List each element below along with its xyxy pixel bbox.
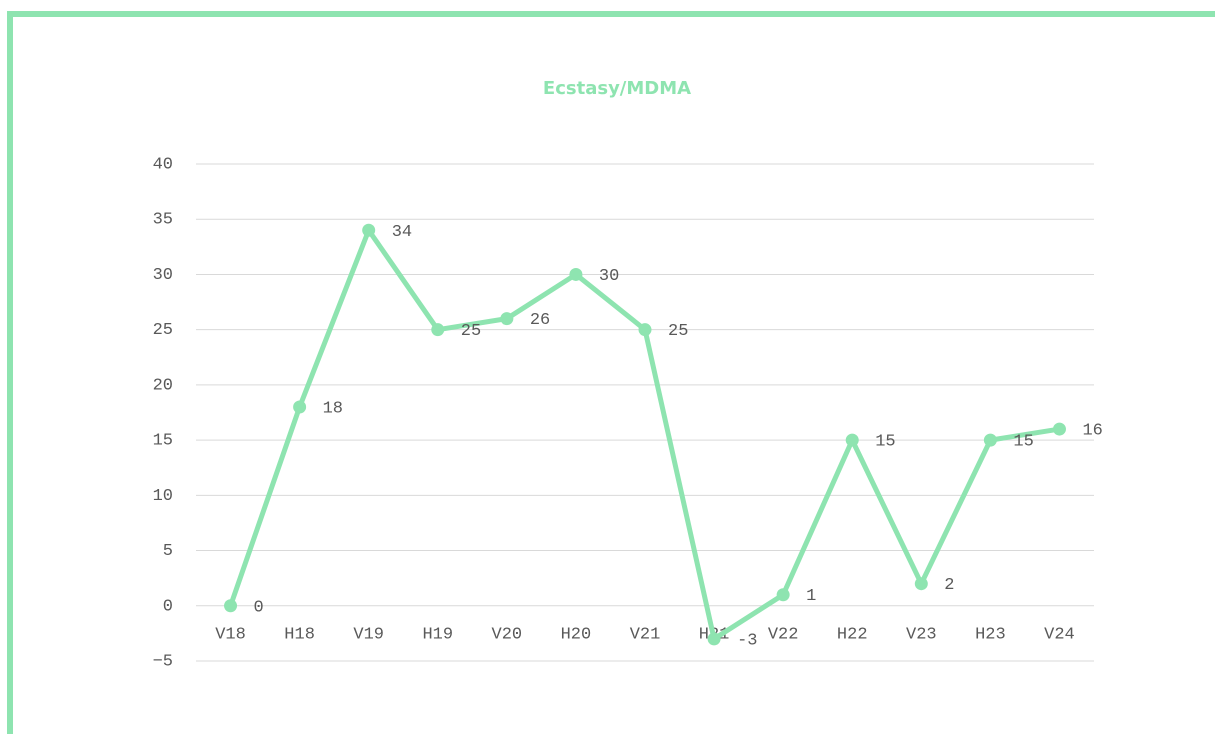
data-label: 34 [392,223,412,242]
data-point [638,323,652,337]
data-point [914,577,928,591]
y-tick-label: 15 [153,432,173,451]
data-point [707,632,721,646]
y-tick-label: 25 [153,321,173,340]
data-label: 25 [461,322,481,341]
data-point [1052,422,1066,436]
y-tick-label: 0 [163,597,173,616]
data-label: 16 [1082,422,1102,441]
x-tick-label: V24 [1044,625,1075,644]
x-tick-label: V22 [768,625,799,644]
x-tick-label: V21 [630,625,661,644]
y-tick-label: 35 [153,211,173,230]
data-point [845,433,859,447]
x-tick-label: H18 [284,625,315,644]
frame-left [7,11,13,734]
data-label: 26 [530,311,550,330]
data-point [431,323,445,337]
data-label: 30 [599,267,619,286]
x-tick-label: H22 [837,625,868,644]
data-label: 18 [323,399,343,418]
data-label: 1 [806,587,816,606]
y-tick-label: −5 [153,652,173,671]
data-point [569,267,583,281]
x-tick-label: H23 [975,625,1006,644]
x-tick-label: V19 [353,625,384,644]
data-label: 15 [1013,433,1033,452]
data-label: 2 [944,576,954,595]
data-point [362,223,376,237]
x-tick-label: V18 [215,625,246,644]
data-label: -3 [737,631,757,650]
data-point [293,400,307,414]
chart-title: Ecstasy/MDMA [543,78,691,99]
data-label: 15 [875,433,895,452]
y-tick-label: 20 [153,376,173,395]
y-tick-label: 10 [153,487,173,506]
data-label: 25 [668,322,688,341]
x-tick-label: H19 [422,625,453,644]
y-tick-label: 40 [153,155,173,174]
x-tick-label: V20 [492,625,523,644]
x-tick-label: H20 [561,625,592,644]
x-tick-label: V23 [906,625,937,644]
data-point [776,588,790,602]
data-label: 0 [254,598,264,617]
data-point [224,599,238,613]
data-point [500,312,514,326]
data-point [983,433,997,447]
frame-top [7,11,1215,17]
y-tick-label: 5 [163,542,173,561]
y-tick-label: 30 [153,266,173,285]
